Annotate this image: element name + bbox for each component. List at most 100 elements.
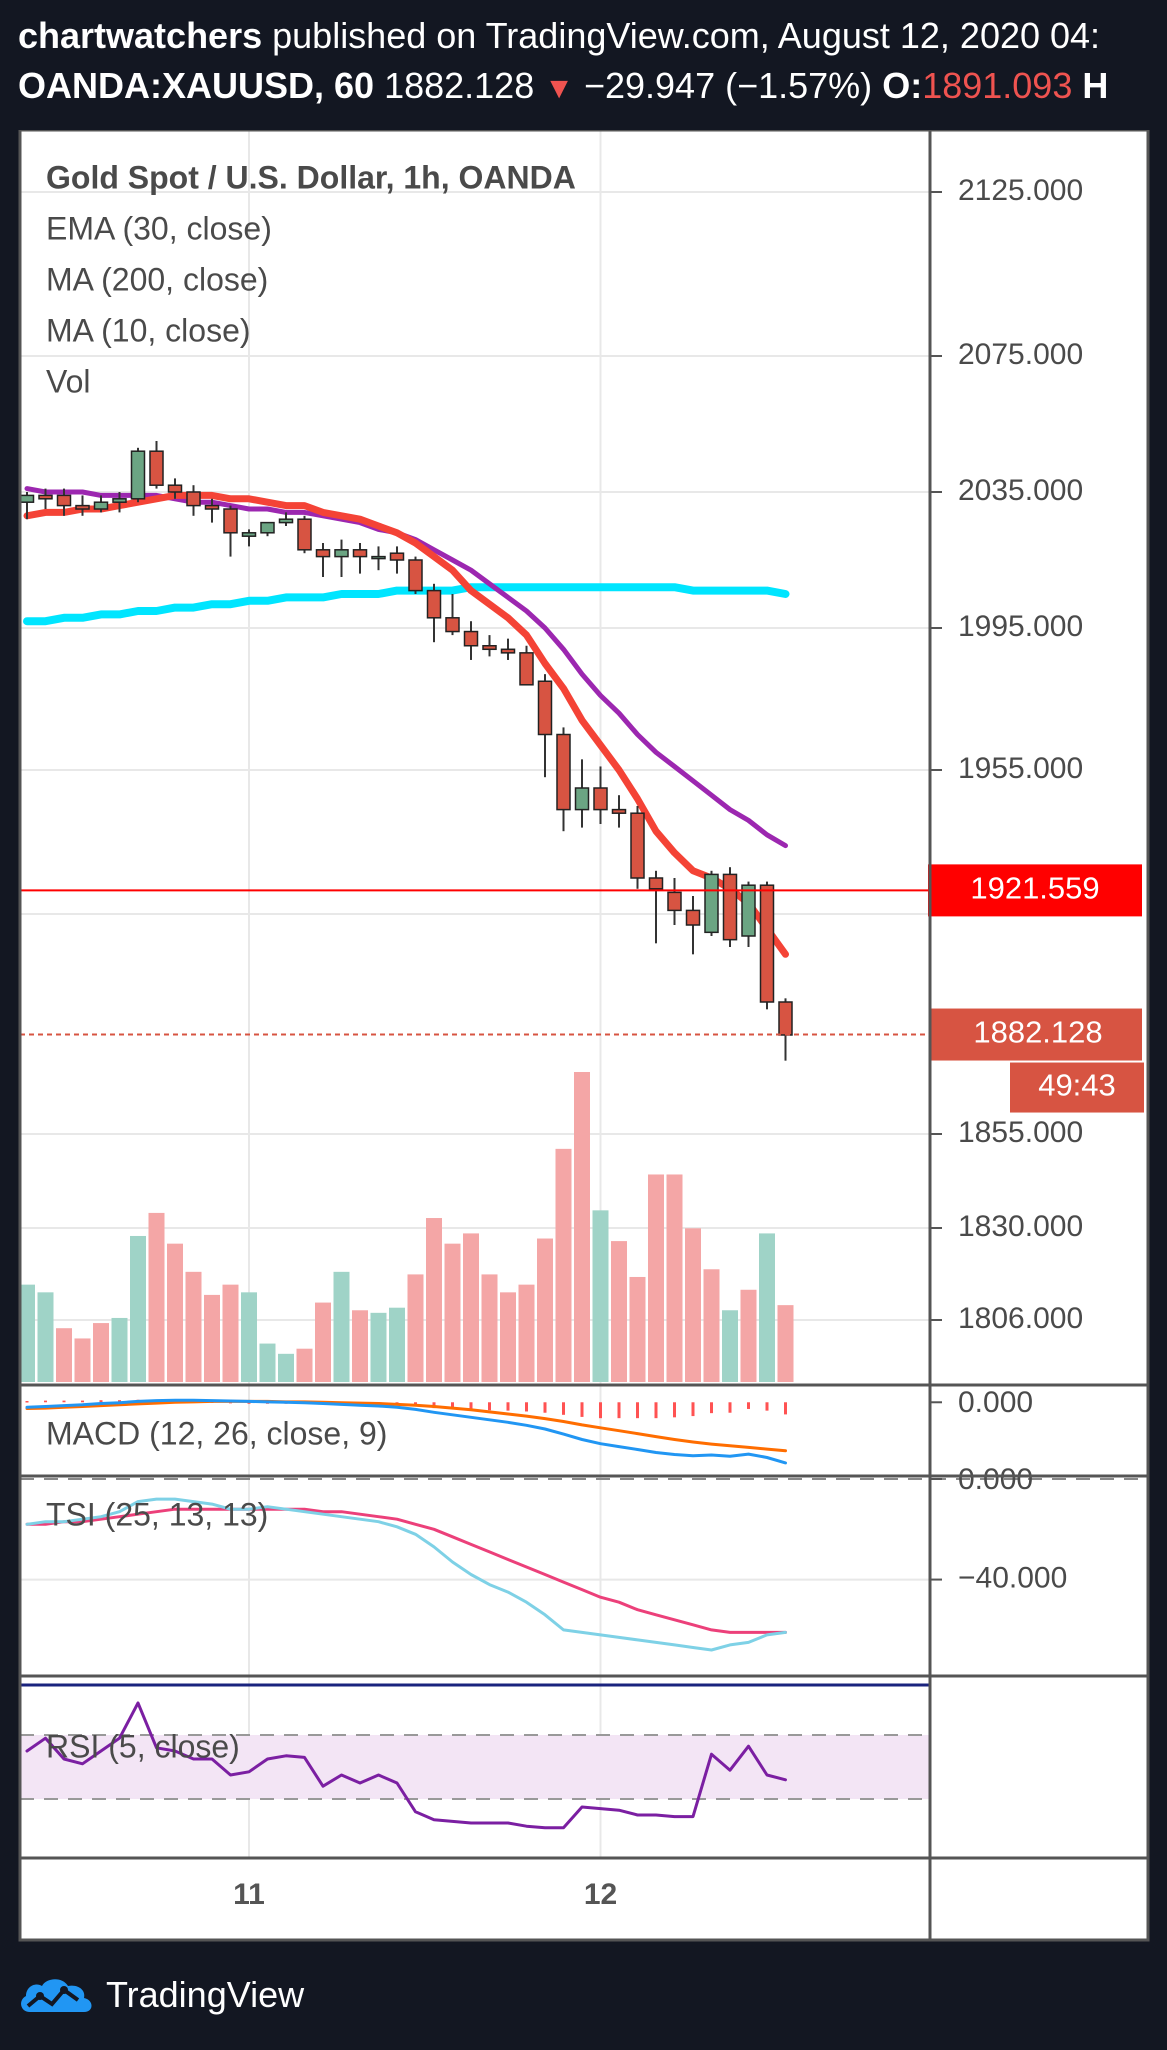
candle-body[interactable] xyxy=(371,555,386,560)
macd-signal-line[interactable] xyxy=(25,1399,787,1453)
volume-bar[interactable] xyxy=(185,1271,202,1382)
volume-bar[interactable] xyxy=(389,1307,405,1382)
volume-bar[interactable] xyxy=(648,1174,664,1382)
volume-bar[interactable] xyxy=(685,1228,701,1382)
volume-bar[interactable] xyxy=(93,1323,109,1382)
volume-bar[interactable] xyxy=(611,1241,627,1382)
candle-body[interactable] xyxy=(75,504,90,510)
volume-bar[interactable] xyxy=(19,1284,35,1382)
ma10-line[interactable] xyxy=(23,491,789,958)
volume-bar[interactable] xyxy=(74,1338,91,1382)
candle-body[interactable] xyxy=(722,873,738,941)
volume-bar[interactable] xyxy=(629,1276,646,1382)
candle-body[interactable] xyxy=(19,494,35,503)
candle-body[interactable] xyxy=(537,680,553,736)
candle-body[interactable] xyxy=(130,450,146,500)
volume-bar[interactable] xyxy=(259,1343,276,1382)
horizontal-level-price-tag xyxy=(928,864,1142,917)
author-name[interactable]: chartwatchers xyxy=(18,15,263,56)
candle-body[interactable] xyxy=(56,494,72,507)
volume-bar[interactable] xyxy=(204,1294,220,1382)
rsi-line[interactable] xyxy=(25,1701,787,1830)
candle-body[interactable] xyxy=(519,652,534,686)
volume-bar[interactable] xyxy=(722,1310,738,1382)
main-legend-entry: Vol xyxy=(46,363,90,399)
volume-bar[interactable] xyxy=(111,1317,128,1382)
candle-body[interactable] xyxy=(389,552,405,561)
volume-bar[interactable] xyxy=(592,1210,609,1382)
candle-body[interactable] xyxy=(334,549,349,558)
candle-body[interactable] xyxy=(463,630,479,647)
candle-body[interactable] xyxy=(186,491,201,507)
main-legend-entry: EMA (30, close) xyxy=(46,210,272,246)
candle-body[interactable] xyxy=(260,521,275,534)
volume-bar[interactable] xyxy=(500,1292,516,1382)
volume-bar[interactable] xyxy=(148,1212,165,1382)
candle-body[interactable] xyxy=(556,733,571,811)
volume-bar[interactable] xyxy=(463,1233,479,1382)
candle-body[interactable] xyxy=(352,549,368,558)
volume-bar[interactable] xyxy=(703,1269,720,1382)
volume-bar[interactable] xyxy=(37,1292,54,1382)
candle-body[interactable] xyxy=(167,484,183,493)
candle-body[interactable] xyxy=(648,877,664,890)
volume-bar[interactable] xyxy=(352,1310,368,1382)
volume-bar[interactable] xyxy=(555,1148,572,1382)
ma200-line[interactable] xyxy=(23,583,790,626)
time-axis-label: 11 xyxy=(233,1878,265,1911)
volume-bar[interactable] xyxy=(241,1292,257,1382)
candle-body[interactable] xyxy=(241,532,257,537)
volume-bar[interactable] xyxy=(574,1072,590,1382)
volume-bar[interactable] xyxy=(407,1274,424,1382)
candle-body[interactable] xyxy=(278,518,294,524)
candle-body[interactable] xyxy=(482,645,497,651)
volume-bar[interactable] xyxy=(278,1353,294,1382)
volume-bar[interactable] xyxy=(426,1218,442,1382)
candle-body[interactable] xyxy=(667,891,682,912)
candle-body[interactable] xyxy=(500,648,516,654)
candle-body[interactable] xyxy=(704,873,719,934)
candle-body[interactable] xyxy=(315,549,331,558)
candle-body[interactable] xyxy=(574,787,590,811)
last-price: 1882.128 xyxy=(384,65,535,106)
candle-body[interactable] xyxy=(426,589,442,619)
candle-body[interactable] xyxy=(759,884,775,1003)
volume-bar[interactable] xyxy=(296,1348,313,1382)
candle-body[interactable] xyxy=(593,787,608,811)
tsi-line[interactable] xyxy=(25,1497,787,1652)
volume-bar[interactable] xyxy=(444,1243,461,1382)
volume-bar[interactable] xyxy=(537,1238,553,1382)
tradingview-brand[interactable]: TradingView xyxy=(106,1974,305,2015)
candle-body[interactable] xyxy=(297,518,312,551)
candle-body[interactable] xyxy=(741,884,756,937)
candle-body[interactable] xyxy=(445,617,460,633)
candle-body[interactable] xyxy=(611,808,627,814)
volume-bar[interactable] xyxy=(740,1289,757,1382)
candle-body[interactable] xyxy=(204,504,220,510)
volume-bar[interactable] xyxy=(518,1284,535,1382)
candle-body[interactable] xyxy=(778,1001,793,1036)
volume-bar[interactable] xyxy=(315,1302,331,1382)
volume-bar[interactable] xyxy=(759,1233,775,1382)
tsi-signal-line[interactable] xyxy=(25,1507,787,1634)
macd-line[interactable] xyxy=(25,1398,787,1465)
candle-body[interactable] xyxy=(408,559,423,592)
volume-bar[interactable] xyxy=(481,1274,498,1382)
volume-bar[interactable] xyxy=(777,1305,794,1382)
candle-body[interactable] xyxy=(38,494,53,500)
volume-bar[interactable] xyxy=(56,1328,72,1382)
candle-body[interactable] xyxy=(685,909,701,926)
chart-canvas[interactable]: 1921.559 1882.128 49:43 2125.000 2075.000 203… xyxy=(0,130,1167,1950)
volume-bar[interactable] xyxy=(167,1243,183,1382)
volume-bar[interactable] xyxy=(130,1235,146,1382)
volume-bar[interactable] xyxy=(222,1284,239,1382)
volume-bar[interactable] xyxy=(370,1312,387,1382)
candle-body[interactable] xyxy=(149,450,164,486)
volume-bar[interactable] xyxy=(333,1271,350,1382)
candle-body[interactable] xyxy=(223,508,238,534)
candle-body[interactable] xyxy=(630,812,645,879)
candle-body[interactable] xyxy=(112,498,127,503)
rsi-band xyxy=(20,1735,930,1799)
candle-body[interactable] xyxy=(93,501,109,510)
volume-bar[interactable] xyxy=(666,1174,683,1382)
